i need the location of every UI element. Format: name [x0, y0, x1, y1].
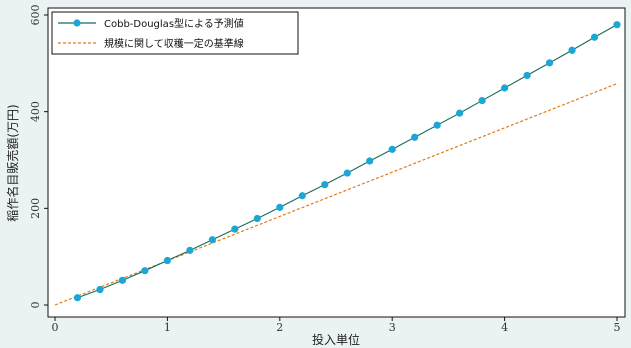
data-point: [366, 157, 374, 165]
legend-label-model: Cobb-Douglas型による予測値: [104, 17, 244, 30]
data-point: [478, 96, 486, 105]
x-tick-label: 5: [614, 321, 621, 334]
data-point: [208, 236, 216, 244]
data-point: [523, 71, 531, 80]
y-axis: 0 200 400 600: [29, 5, 48, 309]
x-tick-label: 0: [52, 321, 59, 334]
data-point: [388, 145, 396, 153]
legend-box: [51, 11, 299, 55]
data-point: [321, 181, 329, 189]
data-point: [590, 33, 599, 41]
data-point: [501, 84, 509, 92]
data-point: [568, 46, 576, 54]
data-point: [141, 267, 149, 275]
x-tick-label: 2: [276, 321, 283, 334]
y-tick-label: 0: [29, 302, 42, 309]
x-axis-title: 投入単位: [312, 332, 360, 347]
y-tick-label: 200: [29, 198, 42, 219]
data-point: [276, 203, 284, 211]
data-point: [433, 121, 441, 129]
x-tick-label: 3: [389, 321, 396, 334]
data-point: [186, 246, 194, 254]
data-point: [411, 133, 419, 141]
x-tick-label: 4: [501, 321, 508, 334]
series-line-baseline: [54, 83, 618, 306]
legend: Cobb-Douglas型による予測値 規模に関して収穫一定の基準線: [51, 11, 299, 55]
y-axis-title: 稲作名目販売額(万円): [5, 104, 20, 221]
legend-marker-model: [73, 19, 81, 27]
data-point: [96, 285, 104, 294]
data-point: [343, 169, 351, 177]
data-point: [545, 59, 554, 67]
data-point: [231, 225, 239, 233]
y-tick-label: 400: [29, 101, 42, 122]
series-layer: [54, 21, 621, 306]
plot-area: [47, 7, 626, 318]
data-point: [163, 256, 171, 265]
data-point: [613, 21, 621, 29]
data-point: [73, 294, 82, 302]
data-point: [118, 276, 127, 284]
x-tick-label: 1: [164, 321, 171, 334]
data-point: [298, 192, 306, 200]
y-tick-label: 600: [29, 5, 42, 26]
legend-label-baseline: 規模に関して収穫一定の基準線: [104, 37, 244, 50]
x-axis: 0 1 2 3 4 5: [52, 317, 621, 334]
data-point: [456, 109, 464, 117]
data-point: [253, 214, 261, 223]
